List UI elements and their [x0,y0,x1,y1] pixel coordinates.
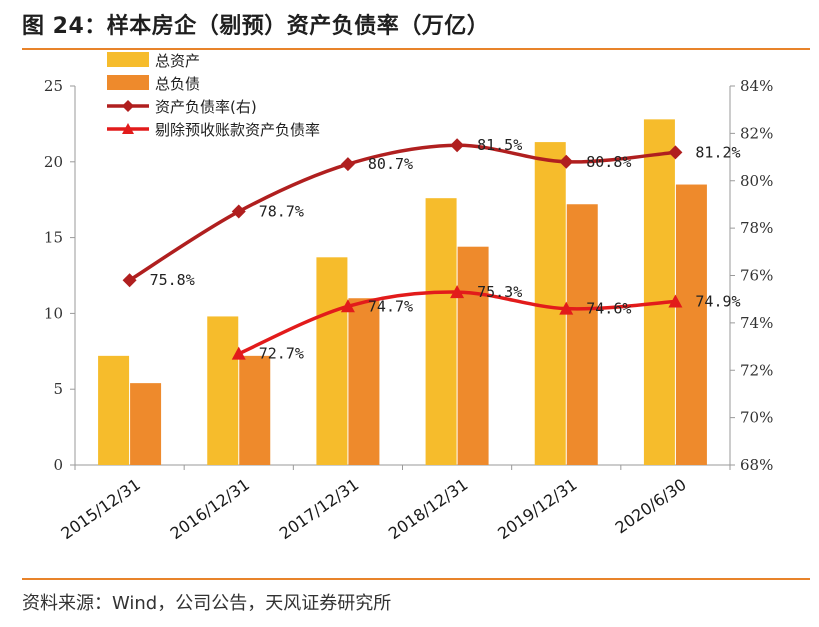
x-category-label: 2020/6/30 [612,475,690,538]
legend-total-liabilities-label: 总负债 [155,75,200,93]
adjusted-debt-ratio-point [231,346,246,360]
debt-ratio-point [340,157,355,172]
bar-total-assets [316,257,348,465]
x-category-label: 2019/12/31 [494,475,580,543]
debt-ratio-point [450,138,465,153]
bar-total-assets [425,198,457,465]
bar-total-assets [534,142,566,466]
chart: 0 5 10 15 20 25 68% 70% 72% 74% 76% 78% 80% 82% 84% 201… [44,52,773,543]
legend-debt-ratio-marker [122,100,134,112]
bar-total-liabilities [457,246,489,465]
bar-total-assets [643,119,675,466]
debt-ratio-data-label: 80.8% [586,153,631,171]
adjusted-debt-ratio-point [340,299,355,313]
x-category-label: 2016/12/31 [167,475,253,543]
debt-ratio-data-label: 81.2% [695,143,740,161]
right-tick-label: 80% [740,172,773,190]
right-tick-label: 82% [740,124,773,142]
adjusted-debt-ratio-data-label: 75.3% [477,283,522,301]
debt-ratio-point [559,154,574,169]
bar-total-liabilities [239,355,271,465]
bar-total-liabilities [566,204,598,466]
adjusted-debt-ratio-point [668,294,683,308]
debt-ratio-data-label: 80.7% [368,155,413,173]
chart-title: 图 24：样本房企（剔预）资产负债率（万亿） [22,14,490,39]
bar-total-assets [207,316,239,465]
debt-ratio-point [668,145,683,160]
right-tick-label: 74% [740,314,773,332]
legend-adjusted-debt-ratio-label: 剔除预收账款资产负债率 [155,121,320,139]
right-tick-label: 76% [740,267,773,285]
adjusted-debt-ratio-point [450,285,465,299]
bar-total-liabilities [675,184,707,466]
x-category-label: 2015/12/31 [57,475,143,543]
adjusted-debt-ratio-data-label: 74.7% [368,297,413,315]
debt-ratio-point [122,273,137,288]
legend-debt-ratio-label: 资产负债率(右) [155,98,257,116]
debt-ratio-line [128,143,676,282]
left-tick-label: 20 [44,153,63,171]
title-divider [22,48,810,50]
legend-adjusted-debt-ratio-marker [122,123,134,134]
bar-total-liabilities [348,298,380,465]
debt-ratio-data-label: 78.7% [259,203,304,221]
legend-total-assets-swatch [107,52,149,67]
legend-total-assets-label: 总资产 [155,52,200,70]
left-tick-label: 25 [44,77,63,95]
adjusted-debt-ratio-data-label: 74.9% [695,293,740,311]
debt-ratio-data-label: 81.5% [477,136,522,154]
adjusted-debt-ratio-data-label: 74.6% [586,300,631,318]
right-tick-label: 70% [740,409,773,427]
adjusted-debt-ratio-data-label: 72.7% [259,345,304,363]
debt-ratio-data-label: 75.8% [150,271,195,289]
x-category-label: 2017/12/31 [276,475,362,543]
bar-total-liabilities [130,383,162,465]
left-tick-label: 5 [53,380,63,398]
left-tick-label: 15 [44,229,63,247]
x-category-label: 2018/12/31 [385,475,471,543]
right-tick-label: 78% [740,219,773,237]
right-tick-label: 68% [740,456,773,474]
left-tick-label: 10 [44,304,63,322]
right-tick-label: 84% [740,77,773,95]
right-tick-label: 72% [740,361,773,379]
debt-ratio-point [231,204,246,219]
source-note: 资料来源：Wind，公司公告，天风证券研究所 [22,593,392,614]
bar-total-assets [98,355,130,465]
adjusted-debt-ratio-point [559,301,574,315]
legend-total-liabilities-swatch [107,75,149,90]
source-divider [22,578,810,580]
left-tick-label: 0 [53,456,63,474]
